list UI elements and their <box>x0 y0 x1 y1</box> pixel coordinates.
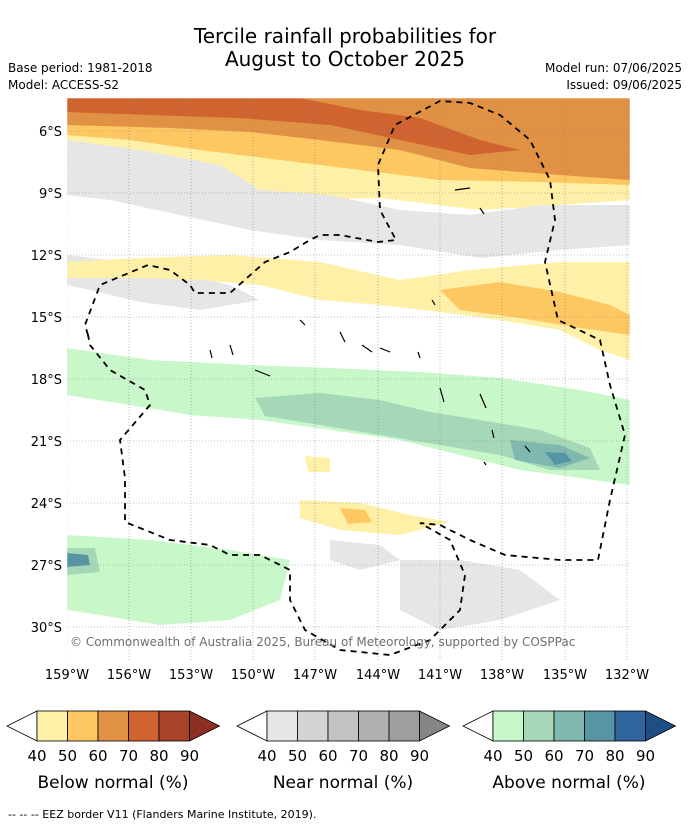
colorbar-left-arrow <box>6 710 38 742</box>
below-band-60 <box>67 98 630 180</box>
above-band-west <box>67 535 290 625</box>
latitude-axis: 6°S 9°S 12°S 15°S 18°S 21°S 24°S 27°S 30°S <box>31 125 62 636</box>
above-band-west-60 <box>67 553 90 567</box>
colorbar-tick-label: 80 <box>149 747 168 765</box>
islands <box>209 187 531 466</box>
issued-label: Issued: 09/06/2025 <box>566 78 682 92</box>
lon-tick-label: 150°W <box>231 668 275 683</box>
colorbar-segment <box>327 710 359 742</box>
graticule <box>67 98 630 660</box>
near-band-north <box>67 140 630 258</box>
lon-tick-label: 147°W <box>293 668 337 683</box>
colorbar-segment <box>297 710 329 742</box>
colorbar-tick-label: 70 <box>349 747 368 765</box>
below-band-south-40 <box>300 500 450 535</box>
copyright-text: © Commonwealth of Australia 2025, Bureau… <box>70 635 575 649</box>
below-band-mid-50 <box>440 282 630 335</box>
below-band-70 <box>67 98 520 155</box>
colorbar-tick-label: 60 <box>88 747 107 765</box>
colorbar-tick-label: 40 <box>483 747 502 765</box>
colorbar-segment <box>492 710 524 742</box>
colorbar-tick-label: 60 <box>318 747 337 765</box>
colorbar-tick-label: 60 <box>544 747 563 765</box>
colorbar-segment <box>97 710 129 742</box>
lat-tick-label: 21°S <box>31 435 62 450</box>
colorbar-segment <box>553 710 585 742</box>
colorbar-segment <box>36 710 68 742</box>
below-band-small <box>305 456 330 472</box>
colorbar-left-arrow <box>236 710 268 742</box>
colorbar-segment <box>358 710 390 742</box>
longitude-axis: 159°W 156°W 153°W 150°W 147°W 144°W 141°W 138°W… <box>45 668 649 683</box>
lon-tick-label: 144°W <box>356 668 400 683</box>
colorbar-tick-label: 80 <box>379 747 398 765</box>
colorbar-left-arrow <box>462 710 494 742</box>
colorbar-tick-label: 40 <box>257 747 276 765</box>
lon-tick-label: 141°W <box>418 668 462 683</box>
near-band-south-2 <box>330 540 400 570</box>
colorbar-tick-label: 50 <box>514 747 533 765</box>
near-band-south <box>400 560 560 630</box>
lon-tick-label: 132°W <box>605 668 649 683</box>
eez-border <box>84 100 626 656</box>
lat-tick-label: 12°S <box>31 249 62 264</box>
model-run-label: Model run: 07/06/2025 <box>544 61 682 75</box>
colorbar-segment <box>614 710 646 742</box>
lat-tick-label: 30°S <box>31 621 62 636</box>
colorbar-segment <box>584 710 616 742</box>
lon-tick-label: 138°W <box>480 668 524 683</box>
lon-tick-label: 135°W <box>543 668 587 683</box>
colorbar-tick-label: 90 <box>180 747 199 765</box>
title-line-2: August to October 2025 <box>224 47 466 71</box>
probability-map: 6°S 9°S 12°S 15°S 18°S 21°S 24°S 27°S 30°S 159°W… <box>6 97 677 793</box>
colorbar-below: 40 50 60 70 80 90 Below normal (%) <box>6 710 221 793</box>
lat-tick-label: 6°S <box>39 125 62 140</box>
colorbar-tick-label: 90 <box>636 747 655 765</box>
colorbar-segment <box>523 710 555 742</box>
colorbar-title: Near normal (%) <box>273 773 413 793</box>
colorbar-right-arrow <box>645 710 677 742</box>
lat-tick-label: 24°S <box>31 497 62 512</box>
lon-tick-label: 153°W <box>169 668 213 683</box>
colorbar-above: 40 50 60 70 80 90 Above normal (%) <box>462 710 677 793</box>
lon-tick-label: 156°W <box>107 668 151 683</box>
colorbar-segment <box>67 710 99 742</box>
colorbar-segment <box>388 710 420 742</box>
colorbar-tick-label: 50 <box>58 747 77 765</box>
colorbar-tick-label: 70 <box>119 747 138 765</box>
colorbar-segment <box>128 710 160 742</box>
colorbar-near: 40 50 60 70 80 90 Near normal (%) <box>236 710 451 793</box>
colorbar-segment <box>266 710 298 742</box>
colorbar-right-arrow <box>189 710 221 742</box>
eez-footnote: -- -- -- EEZ border V11 (Flanders Marine… <box>8 808 317 821</box>
lat-tick-label: 9°S <box>39 187 62 202</box>
lon-tick-label: 159°W <box>45 668 89 683</box>
colorbar-segment <box>158 710 190 742</box>
title-line-1: Tercile rainfall probabilities for <box>193 24 497 48</box>
colorbar-tick-label: 70 <box>575 747 594 765</box>
colorbar-title: Below normal (%) <box>38 773 189 793</box>
colorbar-tick-label: 50 <box>288 747 307 765</box>
colorbar-tick-label: 90 <box>410 747 429 765</box>
colorbar-tick-label: 40 <box>27 747 46 765</box>
colorbar-tick-label: 80 <box>605 747 624 765</box>
lat-tick-label: 18°S <box>31 373 62 388</box>
lat-tick-label: 15°S <box>31 311 62 326</box>
lat-tick-label: 27°S <box>31 559 62 574</box>
colorbar-title: Above normal (%) <box>492 773 645 793</box>
colorbar-right-arrow <box>419 710 451 742</box>
model-label: Model: ACCESS-S2 <box>8 78 120 92</box>
base-period-label: Base period: 1981-2018 <box>8 61 153 75</box>
below-band-south-50 <box>340 508 372 524</box>
below-band-mid-40 <box>67 255 630 360</box>
